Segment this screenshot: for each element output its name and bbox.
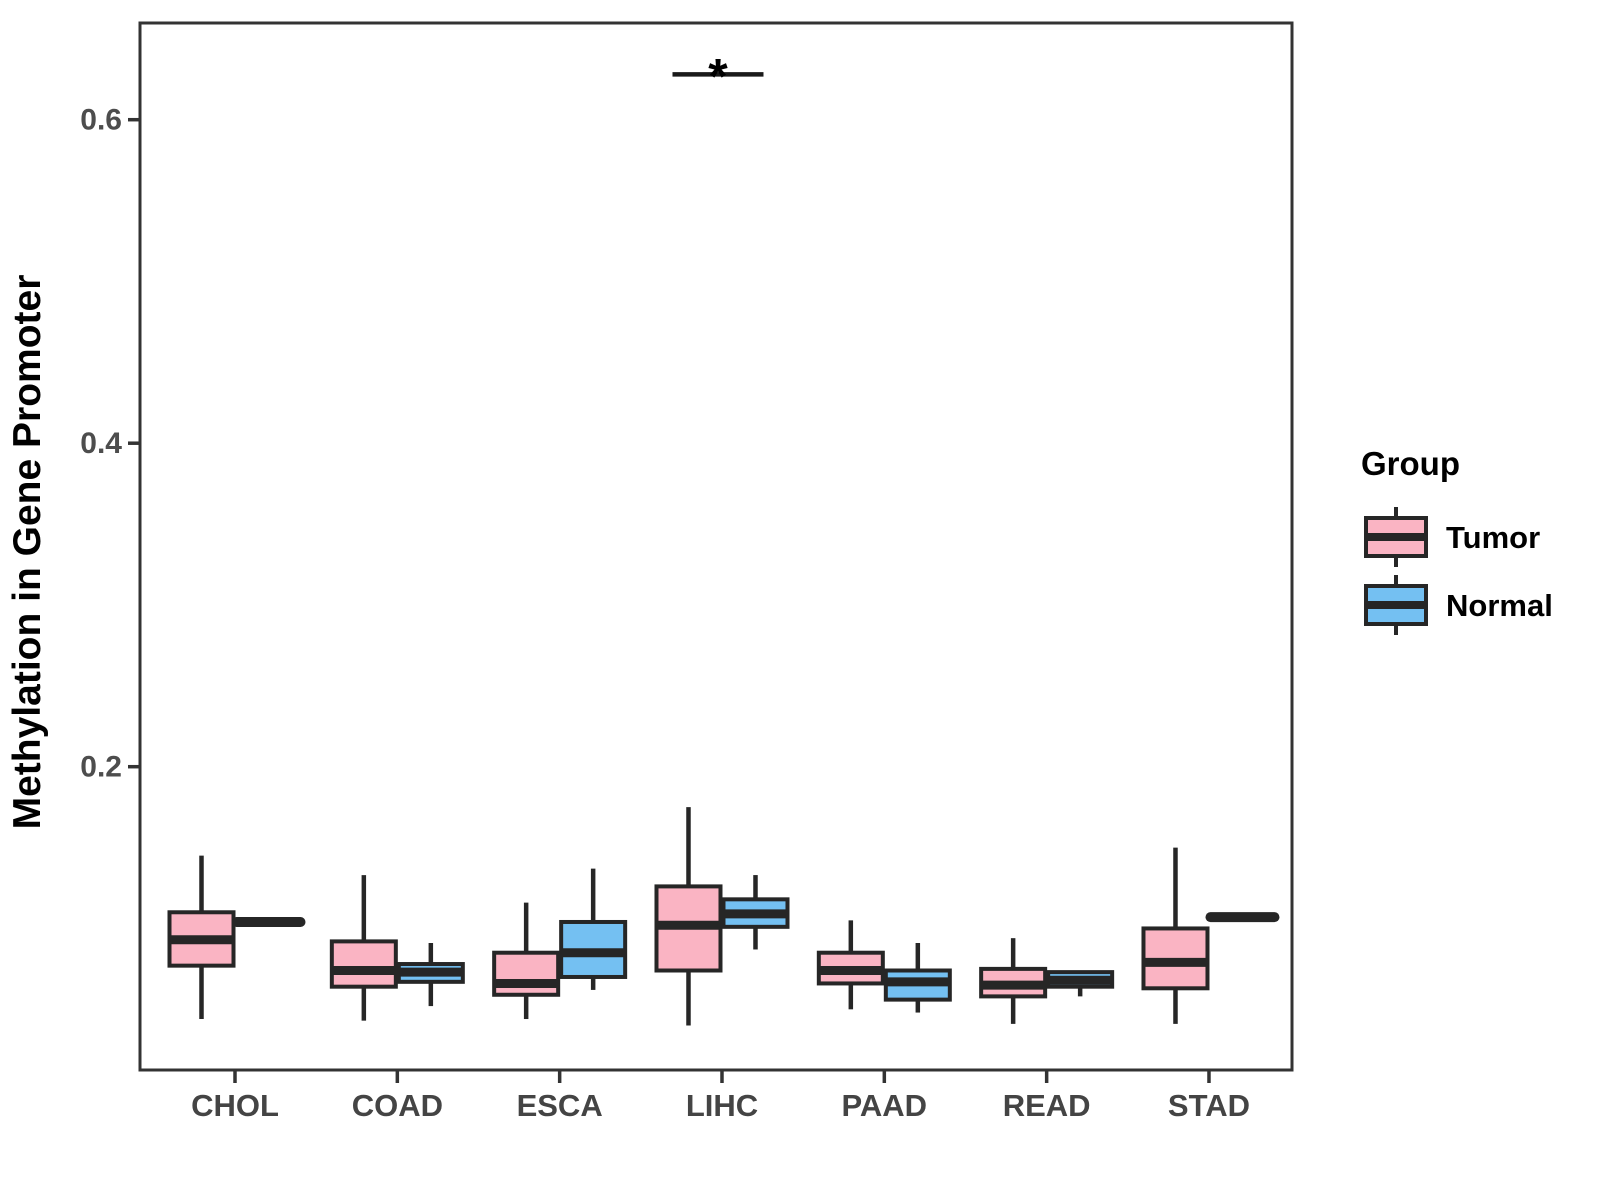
box-esca-normal — [559, 868, 628, 990]
x-tick-label-stad: STAD — [1168, 1088, 1250, 1123]
legend-label: Tumor — [1446, 520, 1540, 555]
x-tick-label-coad: COAD — [352, 1088, 443, 1123]
legend: Group Tumor Normal — [1361, 445, 1553, 635]
box-paad-tumor — [816, 920, 885, 1010]
box-coad-normal — [396, 943, 465, 1007]
box-read-normal — [1046, 970, 1115, 997]
box-paad-normal — [883, 943, 952, 1013]
box-esca-tumor — [492, 902, 561, 1020]
x-tick-label-chol: CHOL — [191, 1088, 279, 1123]
legend-label: Normal — [1446, 588, 1553, 623]
box-chol-tumor — [167, 855, 236, 1020]
y-tick-label: 0.2 — [80, 751, 122, 784]
y-tick-label: 0.6 — [80, 104, 122, 137]
x-tick-label-esca: ESCA — [517, 1088, 603, 1123]
significance-star: * — [708, 48, 728, 104]
significance-annotation: * — [672, 48, 764, 104]
legend-key-tumor: Tumor — [1364, 507, 1540, 567]
y-axis-title: Methylation in Gene Promoter — [6, 275, 49, 830]
x-tick-label-read: READ — [1003, 1088, 1091, 1123]
box-read-tumor — [979, 938, 1048, 1024]
legend-key-normal: Normal — [1364, 575, 1553, 635]
box-lihc-tumor — [654, 807, 723, 1026]
box-stad-tumor — [1141, 847, 1210, 1024]
x-tick-label-paad: PAAD — [842, 1088, 928, 1123]
iqr-box — [329, 939, 398, 989]
legend-title: Group — [1361, 445, 1460, 482]
box-coad-tumor — [329, 875, 398, 1021]
box-lihc-normal — [721, 875, 790, 950]
iqr-box — [492, 950, 561, 997]
y-tick-label: 0.4 — [80, 427, 122, 460]
x-tick-label-lihc: LIHC — [686, 1088, 758, 1123]
